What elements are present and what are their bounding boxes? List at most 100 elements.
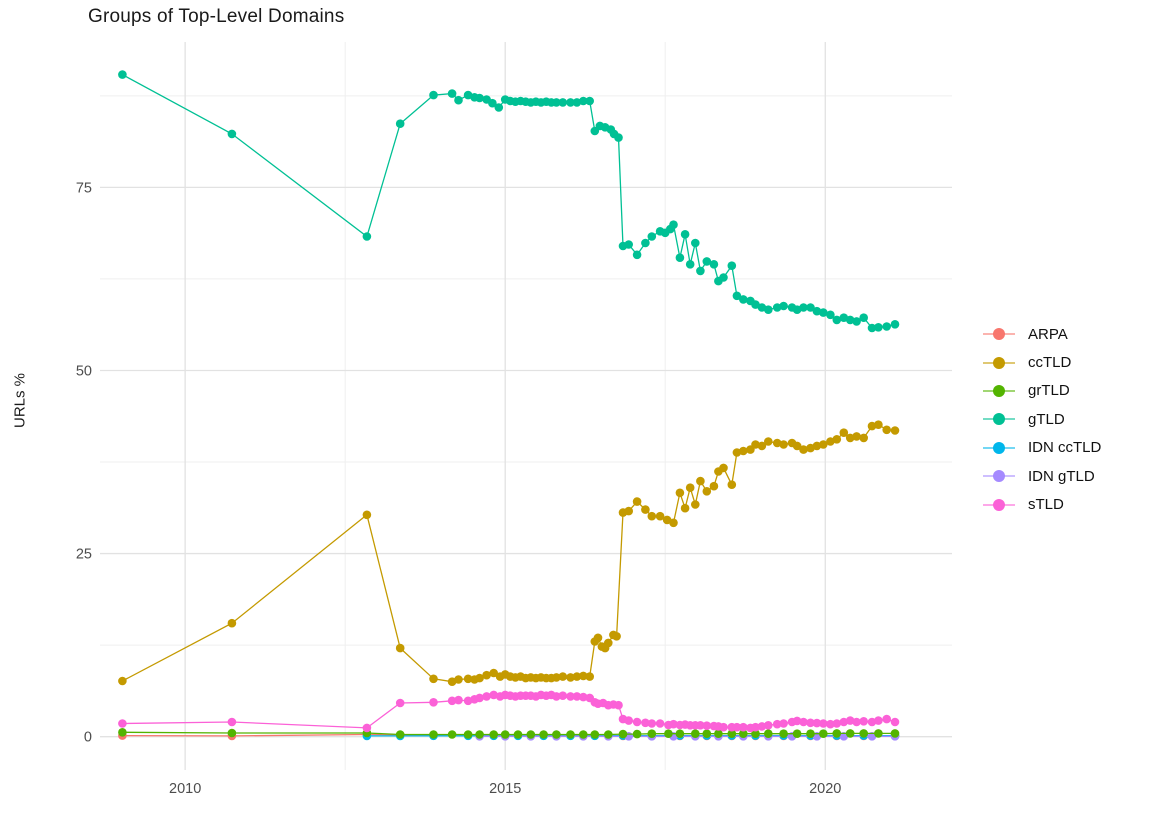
data-point-cctld xyxy=(624,506,633,516)
data-point-grtld xyxy=(395,730,405,739)
data-point-stld xyxy=(890,717,900,727)
data-point-stld xyxy=(852,717,861,727)
data-point-gtld xyxy=(779,301,788,311)
data-point-grtld xyxy=(751,729,760,738)
legend-item-stld: sTLD xyxy=(983,490,1101,518)
data-point-grtld xyxy=(526,730,536,739)
data-point-cctld xyxy=(779,440,788,449)
data-point-cctld xyxy=(454,675,463,684)
data-point-stld xyxy=(227,717,237,727)
y-axis-title: URLs % xyxy=(11,373,29,429)
legend-key-icon xyxy=(983,413,1015,426)
data-point-cctld xyxy=(719,463,728,473)
y-tick-label: 25 xyxy=(76,547,92,563)
data-point-stld xyxy=(118,719,127,728)
data-point-stld xyxy=(719,722,728,732)
data-point-grtld xyxy=(779,729,788,738)
data-point-gtld xyxy=(558,98,568,107)
data-point-gtld xyxy=(859,313,868,323)
x-tick-label: 2015 xyxy=(489,781,521,797)
data-point-gtld xyxy=(566,98,575,107)
data-point-grtld xyxy=(764,729,773,738)
data-point-stld xyxy=(751,722,760,732)
data-point-cctld xyxy=(604,638,613,648)
legend-label: gTLD xyxy=(1028,410,1065,428)
data-point-cctld xyxy=(463,674,473,684)
series-line-gtld xyxy=(122,74,896,329)
data-point-gtld xyxy=(696,266,705,276)
data-point-stld xyxy=(558,691,568,700)
data-point-gtld xyxy=(867,323,877,333)
data-point-stld xyxy=(845,716,855,725)
data-point-cctld xyxy=(739,446,748,456)
data-point-gtld xyxy=(552,98,561,107)
data-point-stld xyxy=(655,719,665,728)
data-point-gtld xyxy=(890,320,900,329)
data-point-grtld xyxy=(691,729,700,738)
data-point-cctld xyxy=(593,633,603,643)
data-point-grtld xyxy=(647,729,657,738)
legend-item-idn-cctld: IDN ccTLD xyxy=(983,434,1101,462)
data-point-cctld xyxy=(685,483,695,493)
legend-label: IDN ccTLD xyxy=(1028,439,1102,457)
data-point-gtld xyxy=(812,306,822,316)
data-point-stld xyxy=(792,716,802,726)
data-point-gtld xyxy=(799,303,808,312)
data-point-grtld xyxy=(475,730,484,739)
data-point-gtld xyxy=(118,70,127,79)
data-point-cctld xyxy=(764,437,773,446)
data-point-cctld xyxy=(859,433,868,443)
data-point-cctld xyxy=(552,673,561,682)
data-point-cctld xyxy=(757,441,767,451)
data-point-grtld xyxy=(429,730,438,739)
data-point-cctld xyxy=(647,511,657,521)
legend-key-icon xyxy=(983,356,1015,369)
data-point-cctld xyxy=(669,518,678,528)
data-point-gtld xyxy=(719,273,728,282)
data-point-grtld xyxy=(832,729,842,738)
data-point-gtld xyxy=(874,323,883,332)
data-point-gtld xyxy=(579,96,588,106)
data-point-stld xyxy=(812,718,822,728)
data-point-gtld xyxy=(691,238,700,248)
data-point-grtld xyxy=(552,730,561,739)
data-point-stld xyxy=(632,717,642,727)
data-point-cctld xyxy=(792,441,802,451)
data-point-gtld xyxy=(488,98,497,108)
data-point-stld xyxy=(799,717,808,727)
data-point-cctld xyxy=(227,618,237,628)
data-point-cctld xyxy=(566,673,575,682)
data-point-gtld xyxy=(806,303,815,312)
data-point-stld xyxy=(566,692,575,701)
data-point-grtld xyxy=(714,729,723,738)
data-point-gtld xyxy=(709,260,719,269)
data-point-cctld xyxy=(579,671,588,681)
data-point-gtld xyxy=(614,133,623,142)
data-point-gtld xyxy=(819,308,828,317)
data-point-cctld xyxy=(691,500,700,509)
data-point-stld xyxy=(429,698,438,707)
data-point-gtld xyxy=(739,295,748,304)
data-point-grtld xyxy=(118,728,127,737)
data-point-grtld xyxy=(590,730,600,739)
data-point-stld xyxy=(757,722,767,731)
data-point-cctld xyxy=(839,428,849,438)
data-point-cctld xyxy=(890,426,900,435)
data-point-grtld xyxy=(632,729,642,739)
chart-title: Groups of Top-Level Domains xyxy=(88,6,345,27)
data-point-grtld xyxy=(792,729,802,738)
data-point-cctld xyxy=(612,632,621,641)
y-tick-label: 75 xyxy=(76,180,92,196)
data-point-grtld xyxy=(604,730,613,739)
data-point-stld xyxy=(647,719,657,728)
data-point-stld xyxy=(874,716,883,725)
data-point-stld xyxy=(882,714,891,724)
legend-item-grtld: grTLD xyxy=(983,377,1101,405)
legend-key-icon xyxy=(983,441,1015,454)
data-point-cctld xyxy=(675,488,685,498)
data-point-stld xyxy=(572,692,582,701)
data-point-stld xyxy=(859,717,868,726)
data-point-stld xyxy=(839,717,849,727)
